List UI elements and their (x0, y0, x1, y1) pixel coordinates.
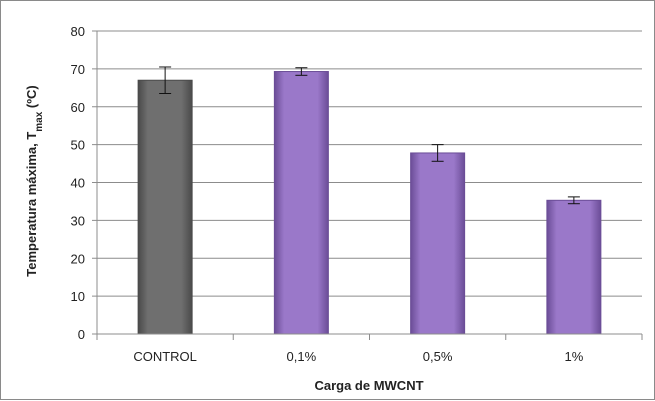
x-tick-label: 0,5% (423, 349, 453, 364)
y-tick-label: 10 (71, 289, 85, 304)
error-bars (159, 66, 580, 205)
x-tick-label: 1% (564, 349, 583, 364)
bar (137, 79, 193, 335)
bars (137, 71, 602, 335)
y-axis-title-subscript: max (34, 111, 45, 131)
x-axis-title: Carga de MWCNT (314, 378, 423, 393)
y-tick-label: 60 (71, 100, 85, 115)
y-tick-label: 80 (71, 24, 85, 39)
y-tick-label: 20 (71, 251, 85, 266)
bar (546, 199, 602, 335)
y-axis-title: Temperatura máxima, Tmax (ºC) (24, 85, 45, 276)
bar (410, 152, 466, 335)
x-tick-label: CONTROL (133, 349, 197, 364)
tick-labels: 0 10 20 30 40 50 60 70 80 CONTROL 0,1% 0,5% 1% (71, 24, 584, 364)
y-tick-label: 70 (71, 62, 85, 77)
y-tick-label: 0 (78, 327, 85, 342)
y-tick-label: 30 (71, 213, 85, 228)
y-axis-title-unit: (ºC) (24, 85, 39, 111)
axes (92, 30, 643, 340)
y-tick-label: 40 (71, 176, 85, 191)
y-tick-label: 50 (71, 138, 85, 153)
y-axis-title-main: Temperatura máxima, T (24, 132, 39, 277)
bar (273, 71, 329, 335)
x-tick-label: 0,1% (287, 349, 317, 364)
